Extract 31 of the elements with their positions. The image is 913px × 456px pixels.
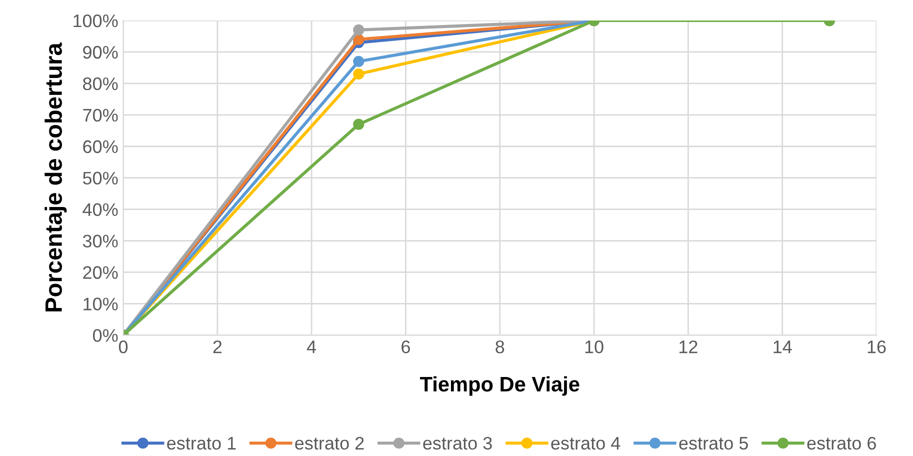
y-tick-label: 10%: [84, 298, 118, 310]
legend-label: estrato 4: [551, 437, 620, 450]
legend-label: estrato 6: [807, 436, 876, 450]
y-axis-title: Porcentaje de cobertura: [44, 42, 67, 312]
x-tick-label: 10: [585, 340, 604, 354]
point: [353, 68, 364, 80]
y-tick-label: 60%: [83, 140, 118, 154]
y-tick-label: 0%: [93, 329, 118, 342]
y-tick-label: 20%: [83, 266, 118, 279]
x-tick-label: 8: [496, 340, 504, 354]
x-tick-label: 16: [868, 340, 886, 354]
point: [353, 24, 364, 36]
y-tick-label: 70%: [83, 108, 118, 122]
x-tick-label: 4: [306, 340, 316, 354]
point: [353, 56, 364, 67]
y-tick-label: 90%: [83, 46, 118, 59]
x-tick-label: 12: [680, 340, 698, 354]
y-tick-label: 30%: [82, 234, 118, 248]
x-tick-label: 0: [118, 340, 128, 354]
y-tick-label: 50%: [82, 172, 118, 185]
legend-label: estrato 5: [679, 437, 748, 450]
y-tick-label: 100%: [74, 14, 118, 28]
x-tick-label: 6: [402, 340, 410, 354]
legend-label: estrato 3: [423, 436, 492, 450]
x-tick-label: 14: [774, 340, 792, 354]
x-tick-label: 2: [213, 340, 222, 354]
y-tick-label: 40%: [82, 203, 118, 216]
legend-label: estrato 1: [167, 437, 236, 450]
x-axis-title: Tiempo De Viaje: [420, 376, 580, 396]
legend-label: estrato 2: [295, 436, 364, 450]
y-tick-label: 80%: [83, 77, 118, 90]
